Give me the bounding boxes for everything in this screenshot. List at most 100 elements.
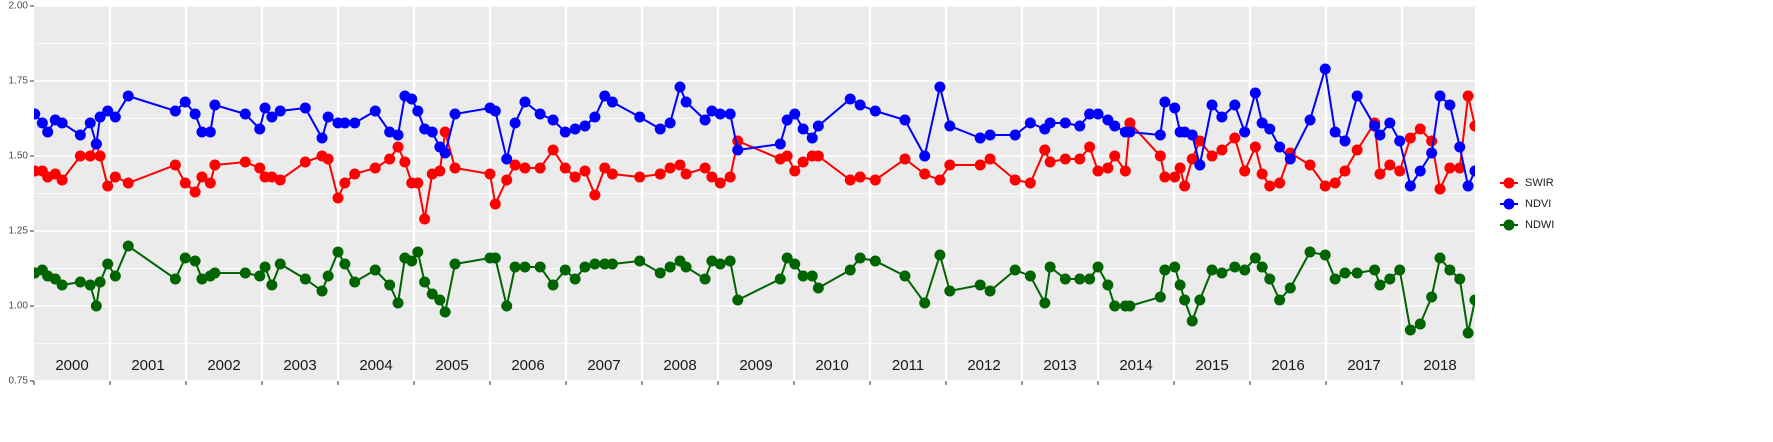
data-point xyxy=(1339,267,1351,279)
data-point xyxy=(844,264,856,276)
data-point xyxy=(589,189,601,201)
data-point xyxy=(1264,123,1276,135)
data-point xyxy=(1044,261,1056,273)
data-point xyxy=(426,288,438,300)
data-point xyxy=(854,99,866,111)
data-point xyxy=(634,171,646,183)
data-point xyxy=(559,264,571,276)
data-point xyxy=(42,126,54,138)
data-point xyxy=(919,150,931,162)
data-point xyxy=(426,126,438,138)
data-point xyxy=(369,105,381,117)
data-point xyxy=(169,159,181,171)
data-point xyxy=(1384,159,1396,171)
data-point xyxy=(412,105,424,117)
data-point xyxy=(1084,108,1096,120)
data-point xyxy=(944,120,956,132)
x-tick-label: 2015 xyxy=(1195,357,1228,374)
data-point xyxy=(1374,279,1386,291)
data-point xyxy=(1404,180,1416,192)
data-point xyxy=(1444,264,1456,276)
data-point xyxy=(122,90,134,102)
data-point xyxy=(1229,132,1241,144)
data-point xyxy=(1206,99,1218,111)
data-point xyxy=(944,285,956,297)
data-point xyxy=(654,168,666,180)
data-point xyxy=(699,114,711,126)
data-point xyxy=(1351,267,1363,279)
data-point xyxy=(1434,90,1446,102)
legend-label: NDWI xyxy=(1525,219,1554,231)
data-point xyxy=(869,105,881,117)
data-point xyxy=(781,114,793,126)
data-point xyxy=(189,108,201,120)
data-point xyxy=(732,144,744,156)
data-point xyxy=(501,174,513,186)
data-point xyxy=(489,198,501,210)
data-point xyxy=(519,162,531,174)
data-point xyxy=(1304,246,1316,258)
data-point xyxy=(664,261,676,273)
y-tick-label: 0.75 xyxy=(9,376,29,387)
data-point xyxy=(934,174,946,186)
data-point xyxy=(1369,264,1381,276)
data-point xyxy=(1426,291,1438,303)
data-point xyxy=(339,177,351,189)
data-point xyxy=(412,177,424,189)
data-point xyxy=(854,171,866,183)
data-point xyxy=(1206,150,1218,162)
data-point xyxy=(812,282,824,294)
data-point xyxy=(1414,318,1426,330)
data-point xyxy=(1194,294,1206,306)
data-point xyxy=(732,294,744,306)
data-point xyxy=(1039,297,1051,309)
data-point xyxy=(599,90,611,102)
data-point xyxy=(419,276,431,288)
data-point xyxy=(1169,171,1181,183)
data-point xyxy=(854,252,866,264)
data-point xyxy=(1264,180,1276,192)
data-point xyxy=(339,258,351,270)
data-point xyxy=(392,297,404,309)
data-point xyxy=(1124,300,1136,312)
data-point xyxy=(1009,264,1021,276)
data-point xyxy=(1249,87,1261,99)
data-point xyxy=(1304,114,1316,126)
data-point xyxy=(196,273,208,285)
data-point xyxy=(266,279,278,291)
data-point xyxy=(1444,99,1456,111)
data-point xyxy=(1024,177,1036,189)
data-point xyxy=(316,132,328,144)
data-point xyxy=(406,93,418,105)
data-point xyxy=(714,108,726,120)
data-point xyxy=(1319,249,1331,261)
data-point xyxy=(1169,261,1181,273)
data-point xyxy=(1434,252,1446,264)
data-point xyxy=(1216,267,1228,279)
data-point xyxy=(196,126,208,138)
data-point xyxy=(1092,261,1104,273)
data-point xyxy=(634,111,646,123)
data-point xyxy=(589,111,601,123)
data-point xyxy=(209,159,221,171)
data-point xyxy=(1319,180,1331,192)
data-point xyxy=(1434,183,1446,195)
data-point xyxy=(1284,153,1296,165)
data-point xyxy=(559,126,571,138)
data-point xyxy=(1374,129,1386,141)
data-point xyxy=(1102,279,1114,291)
x-tick-label: 2002 xyxy=(207,357,240,374)
data-point xyxy=(322,111,334,123)
data-point xyxy=(1239,126,1251,138)
data-point xyxy=(1159,96,1171,108)
x-tick-label: 2009 xyxy=(739,357,772,374)
data-point xyxy=(812,150,824,162)
data-point xyxy=(239,267,251,279)
data-point xyxy=(509,159,521,171)
data-point xyxy=(1009,129,1021,141)
y-tick-label: 1.00 xyxy=(9,301,29,312)
data-point xyxy=(1256,168,1268,180)
data-point xyxy=(489,105,501,117)
data-point xyxy=(369,162,381,174)
data-point xyxy=(384,279,396,291)
